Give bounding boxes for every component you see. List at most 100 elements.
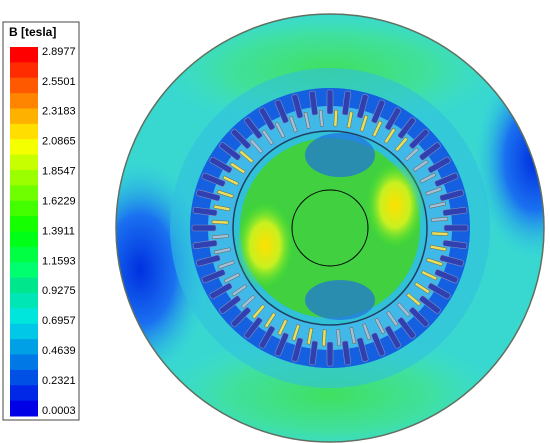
rotor-bar: [303, 112, 311, 129]
rotor-bar: [291, 324, 301, 341]
legend-swatch: [10, 200, 38, 217]
rotor-bar: [241, 294, 256, 309]
rotor-bar: [386, 310, 399, 327]
legend-label: 2.8977: [42, 46, 76, 58]
stator-slot: [443, 224, 469, 232]
stator-slot: [439, 254, 464, 267]
rotor-bar: [412, 159, 429, 172]
rotor-bar: [249, 139, 264, 154]
rotor-bar: [414, 282, 431, 294]
legend-label: 2.3183: [42, 106, 76, 118]
stator-slot: [291, 94, 304, 119]
legend-swatch: [10, 185, 38, 202]
legend-label: 0.4639: [42, 345, 76, 357]
legend-swatch: [10, 277, 38, 294]
motor: [116, 14, 544, 442]
legend-swatch: [10, 339, 38, 355]
stator-slot: [308, 340, 319, 366]
rotor-bar: [429, 244, 447, 252]
rotor-bar: [217, 189, 234, 199]
legend-swatch: [10, 308, 38, 325]
rotor-bar: [333, 109, 338, 127]
rotor-bar: [346, 111, 354, 129]
legend-swatch: [10, 170, 38, 186]
stator-slot: [326, 341, 334, 367]
legend-swatch: [10, 246, 38, 263]
rotor-bar: [223, 272, 241, 284]
rotor-bar: [404, 147, 419, 162]
stator-slot: [209, 282, 233, 300]
rotor-bar: [261, 129, 274, 146]
rotor-bar: [251, 304, 266, 319]
legend-swatch: [10, 123, 38, 140]
stator-slot: [219, 295, 241, 314]
stator-slot: [196, 189, 221, 202]
stator-slot: [434, 269, 459, 284]
stator-slot: [397, 317, 416, 339]
rotor-bar: [277, 319, 288, 336]
rotor-bar: [214, 247, 231, 255]
stator-slot: [201, 172, 226, 187]
stator-slot: [384, 107, 402, 131]
legend-swatch: [10, 47, 38, 63]
rotor-bar: [431, 231, 449, 236]
stator-slot: [258, 107, 276, 131]
rotor-bar: [359, 115, 369, 132]
stator-slot: [384, 325, 402, 349]
rotor-bar: [212, 234, 229, 239]
rotor-bar: [239, 149, 254, 164]
rotor-bar: [218, 260, 235, 270]
stator-slot: [244, 117, 263, 139]
legend-label: 0.6957: [42, 315, 76, 327]
stator-slot: [201, 269, 226, 284]
stator-slot: [274, 332, 289, 357]
rotor-bar: [213, 204, 231, 212]
legend-label: 1.6229: [42, 195, 76, 207]
stator-slot: [427, 156, 451, 174]
legend-swatch: [10, 293, 38, 309]
legend-swatch: [10, 77, 38, 94]
stator-slot: [326, 89, 334, 115]
stator-slot: [291, 337, 304, 362]
rotor-bar: [306, 327, 314, 345]
rotor-bar: [419, 172, 437, 184]
stator-slot: [219, 142, 241, 161]
legend-label: 0.2321: [42, 375, 76, 387]
stator-slot: [341, 90, 352, 116]
legend-swatch: [10, 369, 38, 386]
rotor-bar: [394, 137, 409, 152]
rotor-bar: [372, 120, 383, 137]
stator-slot: [274, 99, 289, 124]
rotor-bar: [274, 121, 286, 139]
legend-swatch: [10, 108, 38, 125]
rotor-bar: [222, 175, 239, 186]
rotor-bar: [322, 329, 327, 347]
legend-swatch: [10, 62, 38, 79]
rotor-bar: [421, 270, 438, 281]
legend-swatch: [10, 323, 38, 340]
rotor-bar: [426, 257, 443, 267]
legend-swatch: [10, 231, 38, 248]
stator-slot: [191, 224, 217, 232]
rotor-bar: [288, 116, 298, 133]
rotor-bar: [229, 162, 246, 174]
stator-slot: [244, 317, 263, 339]
stator-slot: [442, 239, 468, 250]
stator-slot: [308, 90, 319, 116]
legend-swatch: [10, 139, 38, 156]
legend-label: 0.9275: [42, 285, 76, 297]
rotor-bar: [362, 323, 372, 340]
rotor-bar: [429, 201, 446, 209]
legend-title: B [tesla]: [9, 25, 56, 39]
stator-slot: [434, 172, 459, 187]
rotor-bar: [336, 329, 341, 346]
legend-swatch: [10, 262, 38, 279]
stator-slot: [230, 128, 251, 149]
rotor-bar: [406, 292, 421, 307]
legend-label: 0.0003: [42, 405, 76, 417]
rotor-bar: [264, 312, 276, 329]
rotor-bar: [396, 302, 411, 317]
stator-slot: [419, 295, 441, 314]
